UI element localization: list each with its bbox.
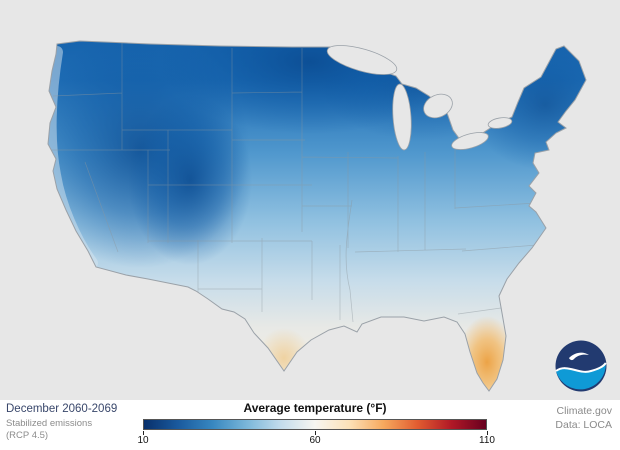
period-label: December 2060-2069	[6, 403, 118, 415]
noaa-logo-wave	[555, 362, 607, 373]
colorbar-wrap: 10 60 110	[137, 419, 495, 449]
attribution: Climate.gov Data: LOCA	[555, 404, 612, 432]
great-lakes	[326, 45, 513, 151]
tick-mark	[315, 431, 316, 435]
lake-superior	[326, 45, 398, 75]
noaa-seagull-icon	[569, 352, 589, 361]
south-texas-warm-patch	[257, 328, 311, 388]
tick-mark	[487, 431, 488, 435]
data-note: Data: LOCA	[555, 419, 612, 432]
source-label: Climate.gov	[556, 405, 612, 417]
scenario-label: Stabilized emissions	[6, 418, 93, 429]
temperature-legend: Average temperature (°F) 10 60 110	[133, 401, 497, 449]
rockies-cold-patch	[128, 95, 252, 265]
lake-ontario	[487, 117, 513, 129]
state-borders	[48, 42, 538, 323]
tick-label: 110	[479, 435, 495, 446]
legend-title: Average temperature (°F)	[243, 401, 387, 415]
map-metadata: December 2060-2069 Stabilized emissions …	[6, 403, 117, 443]
us-map-svg	[47, 40, 587, 392]
temperature-colorbar	[143, 419, 487, 430]
scenario-sub-label: (RCP 4.5)	[6, 430, 49, 442]
noaa-logo	[554, 339, 608, 393]
lake-erie	[451, 132, 489, 150]
noaa-logo-sea	[556, 363, 606, 390]
tick-label: 10	[137, 435, 149, 446]
lake-michigan	[392, 83, 412, 151]
lake-huron	[423, 93, 453, 119]
tick-mark	[143, 431, 144, 435]
tick-label: 60	[309, 435, 321, 446]
us-temperature-map	[0, 0, 620, 400]
footer-bar: December 2060-2069 Stabilized emissions …	[0, 400, 620, 450]
